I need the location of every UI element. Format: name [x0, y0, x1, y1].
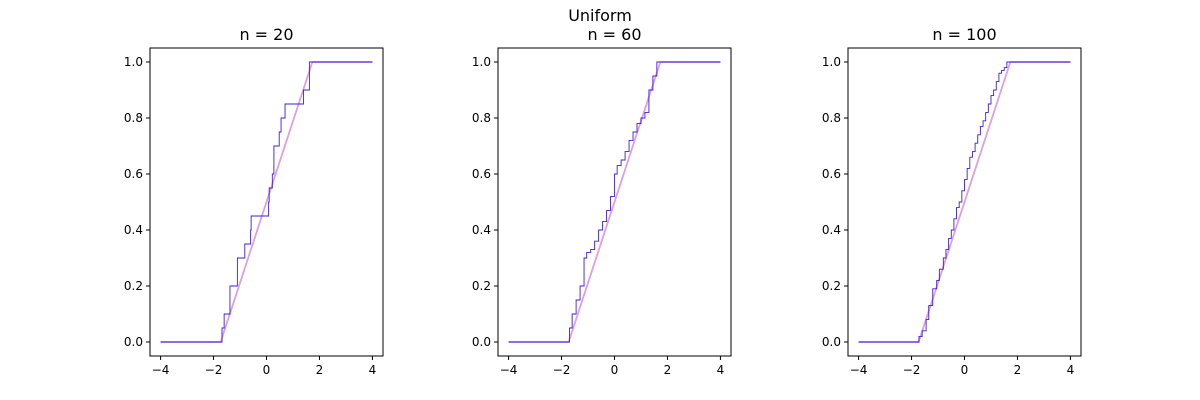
- y-tick-label: 0.6: [124, 167, 143, 181]
- y-tick-label: 0.4: [822, 223, 841, 237]
- subplot-3: n = 100 −4 −2 0 2 4 0.0 0.2 0.4 0.6 0.8 1.0: [822, 25, 1082, 377]
- x-tick-label: −4: [850, 363, 868, 377]
- y-tick-label: 0.0: [472, 335, 491, 349]
- y-tick-label: 0.2: [822, 279, 841, 293]
- subplot-title: n = 60: [587, 25, 641, 44]
- y-tick-label: 0.8: [472, 111, 491, 125]
- y-tick-label: 0.4: [472, 223, 491, 237]
- empirical-cdf-line: [160, 61, 373, 343]
- y-tick-label: 1.0: [472, 55, 491, 69]
- x-tick-label: 4: [369, 363, 377, 377]
- x-tick-label: −4: [500, 363, 518, 377]
- y-tick-label: 0.0: [124, 335, 143, 349]
- x-tick-label: 0: [263, 363, 271, 377]
- empirical-cdf-line: [858, 61, 1071, 343]
- y-tick-label: 1.0: [124, 55, 143, 69]
- x-tick-label: 2: [1014, 363, 1022, 377]
- x-tick-label: 2: [664, 363, 672, 377]
- subplot-title: n = 100: [932, 25, 996, 44]
- theoretical-cdf-line: [858, 61, 1071, 343]
- subplots: n = 20 −4 −2 0 2 4 0.0 0.2 0.4 0.6 0.8 1.0 n = 60 −4 −…: [124, 25, 1082, 377]
- y-tick-label: 0.8: [822, 111, 841, 125]
- x-tick-label: −4: [152, 363, 170, 377]
- subplot-title: n = 20: [239, 25, 293, 44]
- y-tick-label: 0.2: [472, 279, 491, 293]
- x-tick-label: −2: [903, 363, 921, 377]
- y-tick-label: 0.0: [822, 335, 841, 349]
- y-tick-label: 0.2: [124, 279, 143, 293]
- x-tick-label: −2: [205, 363, 223, 377]
- subplot-2: n = 60 −4 −2 0 2 4 0.0 0.2 0.4 0.6 0.8 1.0: [472, 25, 732, 377]
- y-tick-label: 0.6: [472, 167, 491, 181]
- y-tick-label: 1.0: [822, 55, 841, 69]
- x-tick-label: 2: [316, 363, 324, 377]
- x-tick-label: 0: [611, 363, 619, 377]
- figure-suptitle: Uniform: [568, 6, 632, 25]
- y-tick-label: 0.6: [822, 167, 841, 181]
- empirical-cdf-line: [508, 61, 721, 343]
- x-tick-label: 0: [961, 363, 969, 377]
- x-tick-label: −2: [553, 363, 571, 377]
- theoretical-cdf-line: [160, 61, 373, 343]
- subplot-1: n = 20 −4 −2 0 2 4 0.0 0.2 0.4 0.6 0.8 1.0: [124, 25, 384, 377]
- y-tick-label: 0.4: [124, 223, 143, 237]
- x-tick-label: 4: [1067, 363, 1075, 377]
- theoretical-cdf-line: [508, 61, 721, 343]
- x-tick-label: 4: [717, 363, 725, 377]
- y-tick-label: 0.8: [124, 111, 143, 125]
